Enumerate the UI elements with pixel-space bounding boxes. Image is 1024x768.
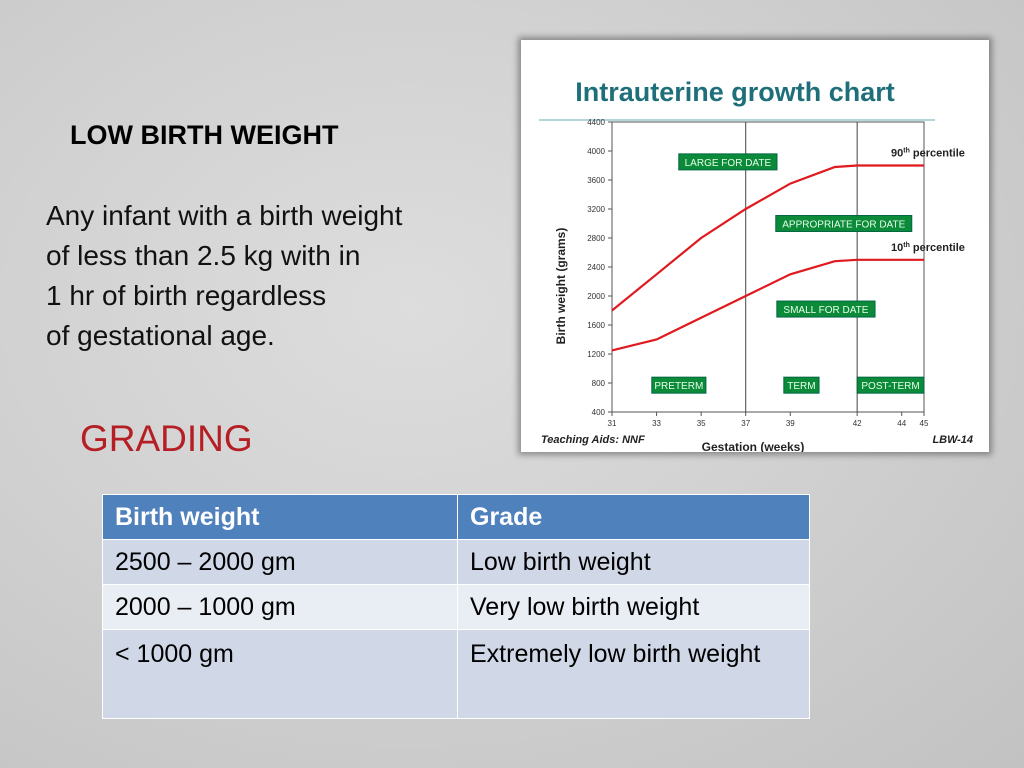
y-tick-label: 1600 xyxy=(587,321,605,330)
category-label-box xyxy=(783,376,820,394)
definition-line: of less than 2.5 kg with in xyxy=(46,240,361,271)
cell-birth-weight: 2000 – 1000 gm xyxy=(102,584,458,630)
category-label: SMALL FOR DATE xyxy=(783,305,868,316)
header-birth-weight: Birth weight xyxy=(102,494,458,540)
x-tick-label: 31 xyxy=(608,419,617,428)
y-tick-label: 4000 xyxy=(587,147,605,156)
table-header-row: Birth weight Grade xyxy=(102,494,810,540)
growth-chart: Intrauterine growth chart 400 800 1200 1600… xyxy=(539,77,973,452)
y-tick-label: 3600 xyxy=(587,176,605,185)
x-tick-label: 45 xyxy=(920,419,929,428)
grading-table: Birth weight Grade 2500 – 2000 gm Low bi… xyxy=(102,494,810,719)
y-tick-label: 3200 xyxy=(587,205,605,214)
cell-birth-weight: < 1000 gm xyxy=(102,629,458,719)
y-tick-label: 1200 xyxy=(587,350,605,359)
x-tick-label: 39 xyxy=(786,419,795,428)
x-tick-label: 35 xyxy=(697,419,706,428)
category-label: PRETERM xyxy=(654,381,703,392)
category-label-box xyxy=(775,215,913,232)
y-tick-label: 2800 xyxy=(587,234,605,243)
x-tick-label: 33 xyxy=(652,419,661,428)
table-row: 2000 – 1000 gm Very low birth weight xyxy=(102,584,810,630)
definition-line: Any infant with a birth weight xyxy=(46,200,403,231)
x-tick-label: 37 xyxy=(741,419,750,428)
y-tick-label: 2000 xyxy=(587,292,605,301)
grading-label: GRADING xyxy=(80,418,253,459)
chart-footer-source: Teaching Aids: NNF xyxy=(541,434,645,446)
y-tick-label: 2400 xyxy=(587,263,605,272)
plot-area: 400 800 1200 1600 2000 2400 2800 3200 3600 4000 44… xyxy=(587,118,965,428)
chart-footer-code: LBW-14 xyxy=(932,434,973,446)
category-label: TERM xyxy=(787,381,815,392)
y-tick-label: 4400 xyxy=(587,118,605,127)
category-label: APPROPRIATE FOR DATE xyxy=(782,220,905,231)
cell-grade: Extremely low birth weight xyxy=(457,629,810,719)
header-grade: Grade xyxy=(457,494,810,540)
chart-title: Intrauterine growth chart xyxy=(575,77,895,107)
cell-grade: Very low birth weight xyxy=(457,584,810,630)
category-label-box xyxy=(776,300,876,318)
x-tick-label: 44 xyxy=(897,419,906,428)
table-row: 2500 – 2000 gm Low birth weight xyxy=(102,539,810,585)
table-row: < 1000 gm Extremely low birth weight xyxy=(102,629,810,719)
x-axis-title: Gestation (weeks) xyxy=(702,440,805,452)
category-label: POST-TERM xyxy=(861,381,919,392)
percentile-10-curve xyxy=(611,258,924,352)
slide-heading: LOW BIRTH WEIGHT xyxy=(70,120,339,150)
definition-text: Any infant with a birth weight of less t… xyxy=(46,196,402,356)
definition-line: 1 hr of birth regardless xyxy=(46,280,327,311)
percentile-10-label: 10th percentile xyxy=(891,242,965,254)
category-label-box xyxy=(678,153,778,171)
y-axis-title: Birth weight (grams) xyxy=(554,228,568,345)
x-tick-label: 42 xyxy=(853,419,862,428)
category-label-box xyxy=(651,376,707,394)
growth-chart-image: Intrauterine growth chart 400 800 1200 1600… xyxy=(521,40,989,452)
cell-birth-weight: 2500 – 2000 gm xyxy=(102,539,458,585)
category-label-box xyxy=(856,376,925,394)
category-label: LARGE FOR DATE xyxy=(685,158,772,169)
definition-line: of gestational age. xyxy=(46,320,275,351)
percentile-90-label: 90th percentile xyxy=(891,148,965,160)
y-tick-label: 400 xyxy=(592,408,606,417)
percentile-90-curve xyxy=(611,164,924,312)
cell-grade: Low birth weight xyxy=(457,539,810,585)
y-tick-label: 800 xyxy=(592,379,606,388)
